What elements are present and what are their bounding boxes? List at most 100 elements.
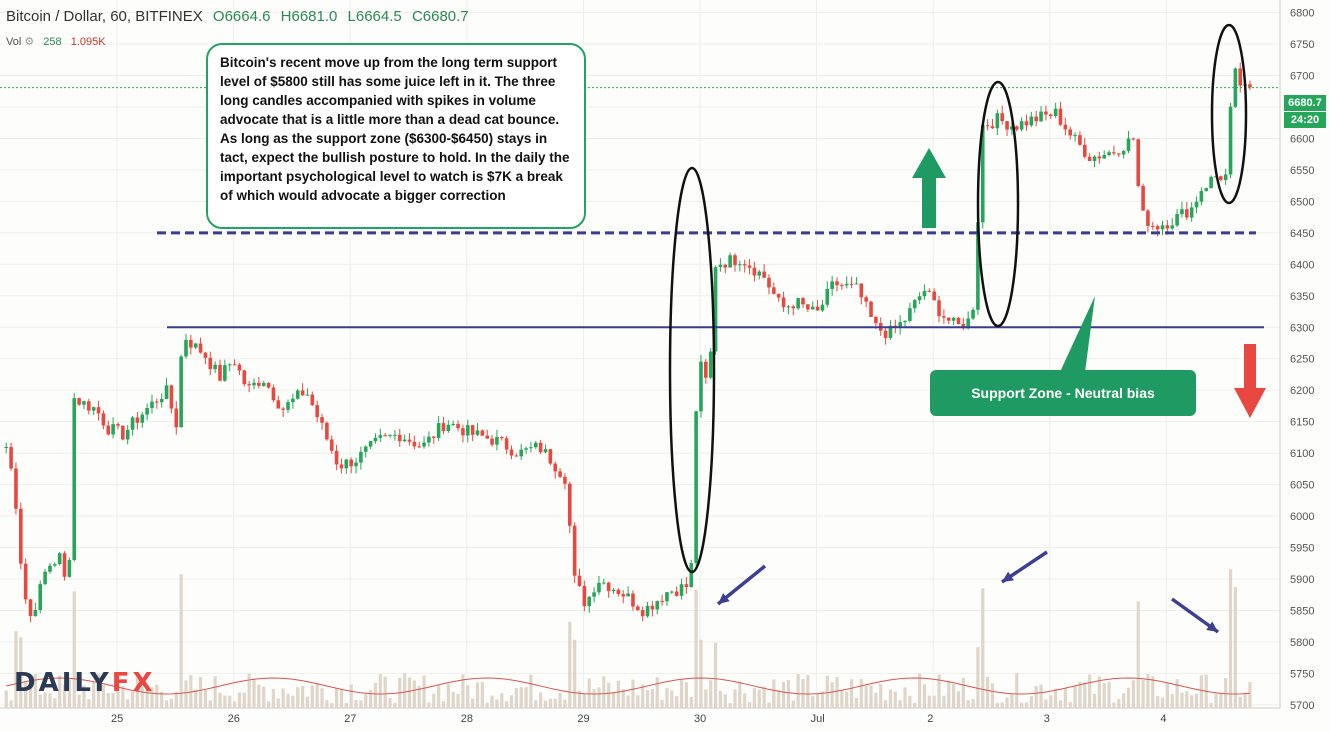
volume-bar bbox=[1117, 699, 1121, 708]
candle-body bbox=[606, 582, 611, 592]
volume-bar bbox=[33, 674, 37, 708]
volume-bar bbox=[883, 700, 888, 708]
candle-body bbox=[1223, 174, 1228, 180]
volume-bar bbox=[437, 684, 441, 708]
volume-bar bbox=[927, 695, 931, 708]
y-tick-label: 6300 bbox=[1290, 322, 1314, 334]
candle-body bbox=[985, 125, 990, 127]
volume-bar bbox=[174, 691, 178, 708]
candle-body bbox=[966, 318, 970, 329]
y-tick-label: 5800 bbox=[1290, 637, 1314, 649]
candle-body bbox=[441, 423, 446, 431]
x-tick-label: 28 bbox=[461, 713, 473, 725]
candle-body bbox=[951, 317, 956, 321]
volume-bar bbox=[1219, 693, 1223, 708]
volume-bar bbox=[1248, 681, 1252, 708]
y-tick-label: 5900 bbox=[1290, 574, 1314, 586]
x-tick-label: 25 bbox=[111, 713, 123, 725]
candle-body bbox=[971, 309, 975, 319]
candle-body bbox=[422, 442, 426, 447]
candle-body bbox=[179, 356, 183, 428]
y-tick-label: 6700 bbox=[1290, 71, 1314, 83]
candle-body bbox=[689, 563, 694, 588]
volume-bar bbox=[937, 674, 941, 708]
symbol-title[interactable]: Bitcoin / Dollar, 60, BITFINEX bbox=[6, 8, 203, 25]
volume-bar bbox=[543, 700, 548, 708]
candle-body bbox=[553, 463, 558, 472]
volume-bar bbox=[14, 631, 18, 708]
candle-body bbox=[1010, 126, 1014, 130]
volume-ma-line bbox=[6, 677, 1251, 695]
candle-body bbox=[1019, 121, 1024, 130]
candle-body bbox=[1068, 129, 1073, 136]
candle-body bbox=[636, 606, 640, 611]
volume-bar bbox=[466, 685, 470, 708]
volume-bar bbox=[718, 691, 723, 708]
volume-bar bbox=[1073, 686, 1077, 708]
candle-body bbox=[383, 435, 387, 437]
candle-body bbox=[121, 425, 125, 440]
volume-bar bbox=[339, 689, 344, 708]
logo-part1: DAILY bbox=[14, 668, 112, 698]
volume-bar bbox=[92, 681, 96, 708]
volume-arrow-3-head bbox=[1206, 621, 1218, 632]
candle-body bbox=[169, 385, 174, 409]
volume-bar bbox=[660, 699, 664, 708]
y-tick-label: 6000 bbox=[1290, 511, 1314, 523]
volume-bar bbox=[1063, 688, 1067, 708]
volume-bar bbox=[893, 691, 897, 708]
candle-body bbox=[490, 438, 494, 445]
candle-body bbox=[451, 423, 455, 425]
candle-body bbox=[718, 264, 723, 268]
candle-body bbox=[33, 609, 38, 616]
volume-bar bbox=[670, 690, 674, 708]
volume-bar bbox=[310, 685, 314, 708]
settings-icon[interactable]: ⚙ bbox=[24, 36, 35, 48]
candle-body bbox=[1087, 156, 1092, 161]
candle-body bbox=[587, 596, 592, 607]
volume-bar bbox=[266, 701, 271, 708]
candle-body bbox=[674, 591, 679, 596]
volume-bar bbox=[62, 684, 67, 708]
volume-bar bbox=[582, 693, 586, 708]
volume-bar bbox=[1010, 694, 1014, 708]
volume-bar bbox=[145, 687, 149, 708]
volume-bar bbox=[276, 698, 280, 708]
candle-body bbox=[1024, 121, 1029, 126]
candle-body bbox=[942, 316, 946, 318]
volume-bar bbox=[296, 687, 300, 708]
volume-bar bbox=[534, 700, 538, 708]
candle-body bbox=[252, 382, 256, 386]
volume-bar bbox=[223, 695, 227, 708]
volume-bar bbox=[699, 639, 703, 708]
volume-bar bbox=[393, 702, 397, 708]
candle-body bbox=[378, 435, 383, 438]
volume-bar bbox=[271, 689, 276, 708]
candle-body bbox=[1233, 68, 1238, 107]
volume-bar bbox=[514, 688, 518, 708]
candle-body bbox=[315, 405, 319, 418]
volume-bar bbox=[961, 677, 965, 708]
y-tick-label: 6050 bbox=[1290, 480, 1314, 492]
vol-label[interactable]: Vol bbox=[6, 36, 22, 48]
volume-bar bbox=[1097, 676, 1101, 708]
candle-body bbox=[174, 408, 179, 428]
candle-body bbox=[990, 126, 995, 129]
support-zone-label: Support Zone - Neutral bias bbox=[930, 370, 1196, 416]
candle-body bbox=[1199, 190, 1204, 202]
candle-body bbox=[1048, 114, 1053, 117]
candle-body bbox=[684, 584, 689, 588]
volume-bar bbox=[43, 692, 47, 708]
candle-body bbox=[310, 394, 315, 406]
candle-body bbox=[738, 264, 742, 266]
candle-body bbox=[223, 365, 227, 381]
volume-bar bbox=[932, 695, 936, 708]
candle-body bbox=[164, 385, 169, 399]
candle-body bbox=[295, 390, 300, 399]
candle-body bbox=[145, 407, 149, 415]
volume-bar bbox=[330, 702, 334, 708]
volume-bar bbox=[509, 695, 514, 708]
candle-body bbox=[1165, 225, 1170, 229]
volume-bar bbox=[281, 688, 285, 708]
candle-body bbox=[140, 414, 145, 423]
